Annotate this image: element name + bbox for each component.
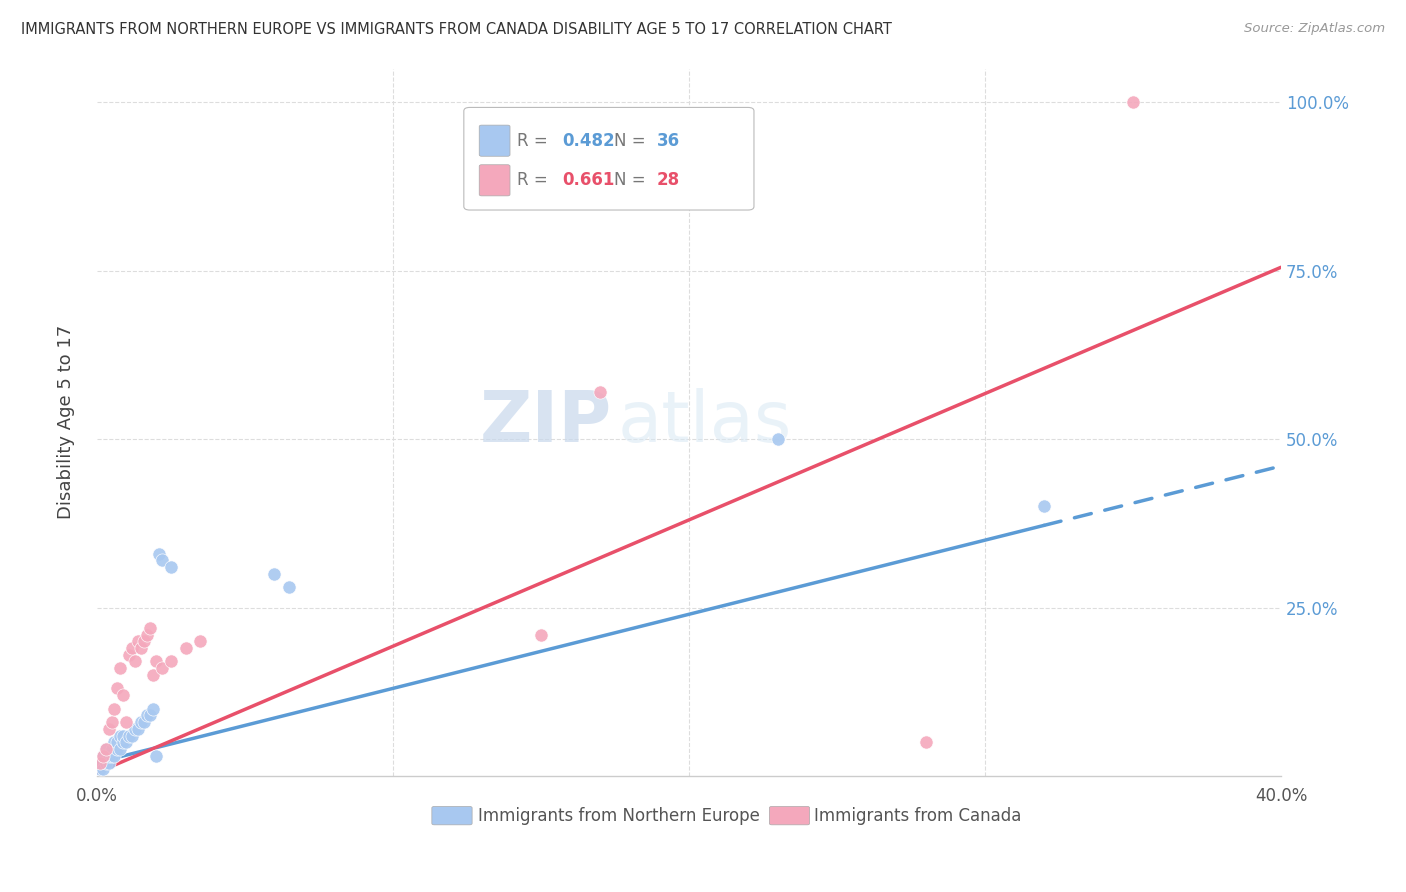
FancyBboxPatch shape: [432, 806, 472, 825]
Point: [263, 566, 285, 581]
Point: [115, 735, 138, 749]
Point: [530, 627, 553, 641]
Point: [145, 748, 167, 763]
Point: [100, 748, 122, 763]
Point: [94, 742, 117, 756]
Text: 0.661: 0.661: [562, 171, 614, 189]
Point: [89, 756, 111, 770]
Point: [107, 735, 129, 749]
Point: [112, 729, 135, 743]
Point: [174, 640, 197, 655]
Text: Immigrants from Northern Europe: Immigrants from Northern Europe: [478, 806, 759, 824]
Point: [766, 432, 789, 446]
Point: [110, 729, 132, 743]
Point: [103, 735, 125, 749]
Point: [145, 655, 167, 669]
Point: [112, 688, 135, 702]
Text: Source: ZipAtlas.com: Source: ZipAtlas.com: [1244, 22, 1385, 36]
Point: [100, 715, 122, 730]
FancyBboxPatch shape: [479, 125, 510, 156]
Text: 0.482: 0.482: [562, 132, 614, 150]
Point: [103, 701, 125, 715]
Point: [127, 722, 149, 736]
Point: [91, 748, 114, 763]
Point: [110, 661, 132, 675]
Point: [115, 715, 138, 730]
Point: [91, 748, 114, 763]
Point: [148, 547, 170, 561]
FancyBboxPatch shape: [464, 107, 754, 210]
Text: N =: N =: [614, 171, 651, 189]
Point: [124, 722, 146, 736]
Point: [97, 722, 120, 736]
Point: [1122, 95, 1144, 110]
Point: [107, 742, 129, 756]
Text: N =: N =: [614, 132, 651, 150]
Text: Immigrants from Canada: Immigrants from Canada: [814, 806, 1022, 824]
Point: [159, 655, 181, 669]
Point: [110, 742, 132, 756]
Point: [89, 762, 111, 776]
Point: [142, 668, 165, 682]
Point: [97, 748, 120, 763]
Point: [136, 627, 159, 641]
Point: [124, 655, 146, 669]
Point: [118, 729, 141, 743]
Point: [188, 634, 211, 648]
Point: [142, 701, 165, 715]
Point: [121, 729, 143, 743]
Text: 28: 28: [657, 171, 681, 189]
Point: [129, 640, 152, 655]
FancyBboxPatch shape: [769, 806, 810, 825]
Text: atlas: atlas: [617, 388, 792, 457]
Point: [150, 661, 173, 675]
Point: [107, 681, 129, 696]
Point: [589, 384, 612, 399]
Text: R =: R =: [517, 171, 553, 189]
Point: [150, 553, 173, 567]
Point: [278, 580, 301, 594]
Y-axis label: Disability Age 5 to 17: Disability Age 5 to 17: [58, 326, 75, 519]
Point: [91, 762, 114, 776]
Point: [914, 735, 936, 749]
Point: [112, 735, 135, 749]
Text: ZIP: ZIP: [479, 388, 612, 457]
Text: IMMIGRANTS FROM NORTHERN EUROPE VS IMMIGRANTS FROM CANADA DISABILITY AGE 5 TO 17: IMMIGRANTS FROM NORTHERN EUROPE VS IMMIG…: [21, 22, 891, 37]
Text: R =: R =: [517, 132, 553, 150]
Point: [118, 648, 141, 662]
Point: [97, 756, 120, 770]
Point: [103, 748, 125, 763]
Point: [159, 560, 181, 574]
Point: [1033, 500, 1056, 514]
Point: [139, 708, 162, 723]
Point: [121, 640, 143, 655]
Point: [89, 756, 111, 770]
Point: [136, 708, 159, 723]
FancyBboxPatch shape: [479, 165, 510, 196]
Text: 36: 36: [657, 132, 681, 150]
Point: [100, 742, 122, 756]
Point: [127, 634, 149, 648]
Point: [139, 621, 162, 635]
Point: [132, 634, 155, 648]
Point: [94, 742, 117, 756]
Point: [132, 715, 155, 730]
Point: [129, 715, 152, 730]
Point: [94, 756, 117, 770]
